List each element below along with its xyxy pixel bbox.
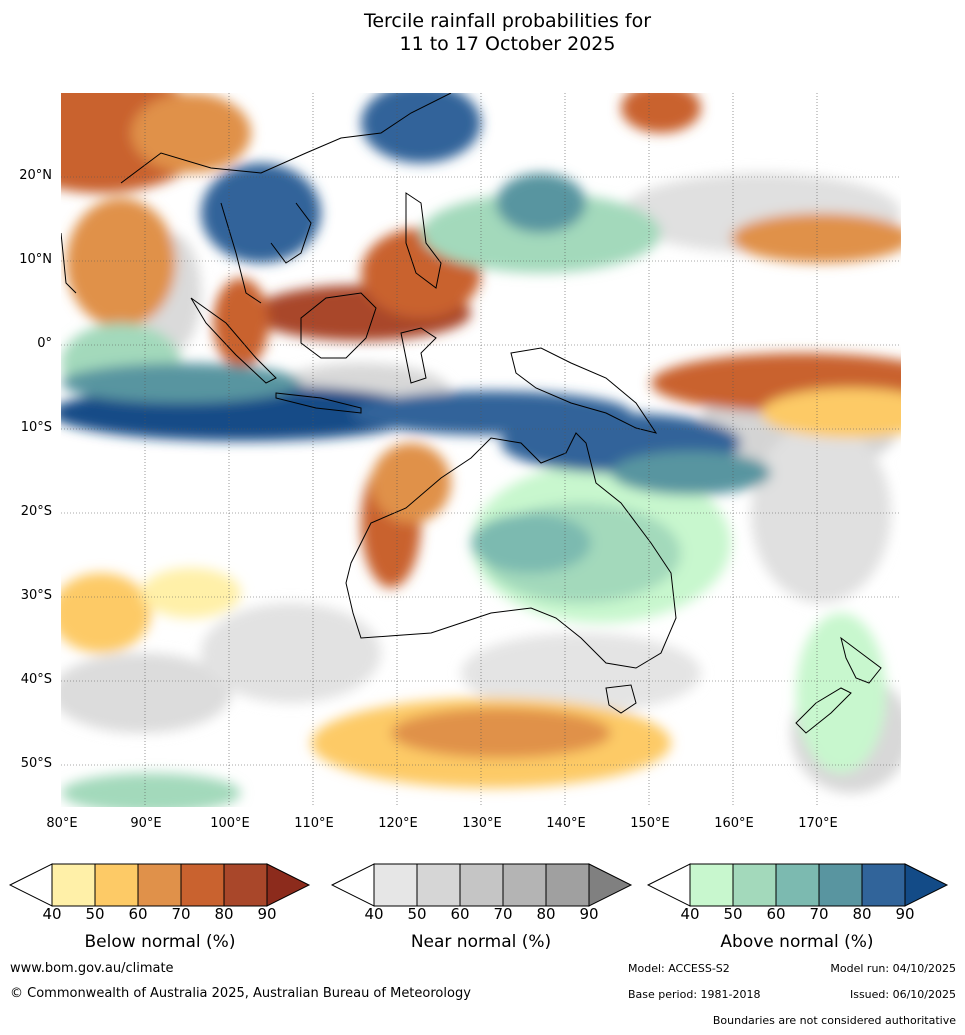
model-run-date: Model run: 04/10/2025 <box>830 962 956 975</box>
below-tick: 80 <box>214 905 234 923</box>
above-tick: 90 <box>895 905 915 923</box>
map-canvas <box>61 93 901 807</box>
model-name: Model: ACCESS-S2 <box>628 962 730 975</box>
new-zealand-outline <box>795 636 882 734</box>
near-normal-colorbar <box>331 863 633 907</box>
lon-label-170e: 170°E <box>798 816 838 831</box>
near-swatch-80 <box>545 863 590 907</box>
philippines-outline <box>405 192 442 289</box>
below-tick: 40 <box>42 905 62 923</box>
lat-label-10n: 10°N <box>19 252 52 267</box>
below-swatch-50 <box>94 863 139 907</box>
lat-label-20n: 20°N <box>19 168 52 183</box>
near-tick: 40 <box>364 905 384 923</box>
lon-label-110e: 110°E <box>294 816 334 831</box>
below-tick: 70 <box>171 905 191 923</box>
lon-label-130e: 130°E <box>462 816 502 831</box>
above-swatch-50 <box>732 863 777 907</box>
near-tick: 50 <box>407 905 427 923</box>
australia-outline <box>345 432 677 669</box>
below-swatch-90 <box>266 863 311 907</box>
map-title-line1: Tercile rainfall probabilities for <box>363 10 652 32</box>
near-tick: 70 <box>493 905 513 923</box>
lon-label-90e: 90°E <box>130 816 162 831</box>
copyright-text: © Commonwealth of Australia 2025, Austra… <box>10 986 471 1001</box>
borneo-outline <box>300 292 377 359</box>
near-tick: 60 <box>450 905 470 923</box>
above-tick: 80 <box>852 905 872 923</box>
lat-label-10s: 10°S <box>20 420 52 435</box>
graticule <box>61 93 901 807</box>
below-tick: 50 <box>85 905 105 923</box>
base-period: Base period: 1981-2018 <box>628 988 761 1001</box>
below-tick: 90 <box>257 905 277 923</box>
boundaries-disclaimer: Boundaries are not considered authoritat… <box>712 1014 956 1027</box>
new-guinea-outline <box>510 347 658 434</box>
above-swatch-90 <box>904 863 949 907</box>
lon-label-160e: 160°E <box>714 816 754 831</box>
below-normal-colorbar <box>9 863 311 907</box>
sulawesi-outline <box>400 327 437 384</box>
lat-label-0: 0° <box>37 336 52 351</box>
java-outline <box>275 392 362 414</box>
mainland-asia-outline <box>120 93 452 304</box>
tasmania-outline <box>605 684 637 714</box>
below-swatch-60 <box>137 863 182 907</box>
above-tick: 40 <box>680 905 700 923</box>
india-outline <box>61 232 77 294</box>
near-normal-label: Near normal (%) <box>410 932 552 952</box>
above-swatch-60 <box>775 863 820 907</box>
above-swatch-40 <box>689 863 734 907</box>
lat-label-50s: 50°S <box>20 756 52 771</box>
map-title: Tercile rainfall probabilities for 11 to… <box>0 10 965 56</box>
map-title-line2: 11 to 17 October 2025 <box>399 33 616 55</box>
below-tick: 60 <box>128 905 148 923</box>
near-tick: 80 <box>536 905 556 923</box>
below-swatch-70 <box>180 863 225 907</box>
near-swatch-50 <box>416 863 461 907</box>
sumatra-outline <box>190 297 277 384</box>
above-normal-colorbar <box>647 863 949 907</box>
lon-label-120e: 120°E <box>378 816 418 831</box>
near-tick: 90 <box>579 905 599 923</box>
issued-date: Issued: 06/10/2025 <box>849 988 956 1001</box>
above-tick: 70 <box>809 905 829 923</box>
above-tick: 60 <box>766 905 786 923</box>
lon-label-140e: 140°E <box>546 816 586 831</box>
above-swatch-80 <box>861 863 906 907</box>
near-swatch-70 <box>502 863 547 907</box>
above-normal-label: Above normal (%) <box>720 932 874 952</box>
above-swatch-70 <box>818 863 863 907</box>
below-normal-label: Below normal (%) <box>84 932 236 952</box>
lon-label-100e: 100°E <box>210 816 250 831</box>
lat-label-40s: 40°S <box>20 672 52 687</box>
rainfall-probability-map <box>61 93 901 807</box>
near-swatch-90 <box>588 863 633 907</box>
probability-shading <box>61 93 901 807</box>
near-swatch-60 <box>459 863 504 907</box>
website-link[interactable]: www.bom.gov.au/climate <box>10 961 174 976</box>
lat-label-20s: 20°S <box>20 504 52 519</box>
below-swatch-40 <box>51 863 96 907</box>
below-swatch-80 <box>223 863 268 907</box>
above-tick: 50 <box>723 905 743 923</box>
lon-label-80e: 80°E <box>46 816 78 831</box>
coastlines <box>61 93 882 734</box>
lat-label-30s: 30°S <box>20 588 52 603</box>
near-swatch-40 <box>373 863 418 907</box>
lon-label-150e: 150°E <box>630 816 670 831</box>
